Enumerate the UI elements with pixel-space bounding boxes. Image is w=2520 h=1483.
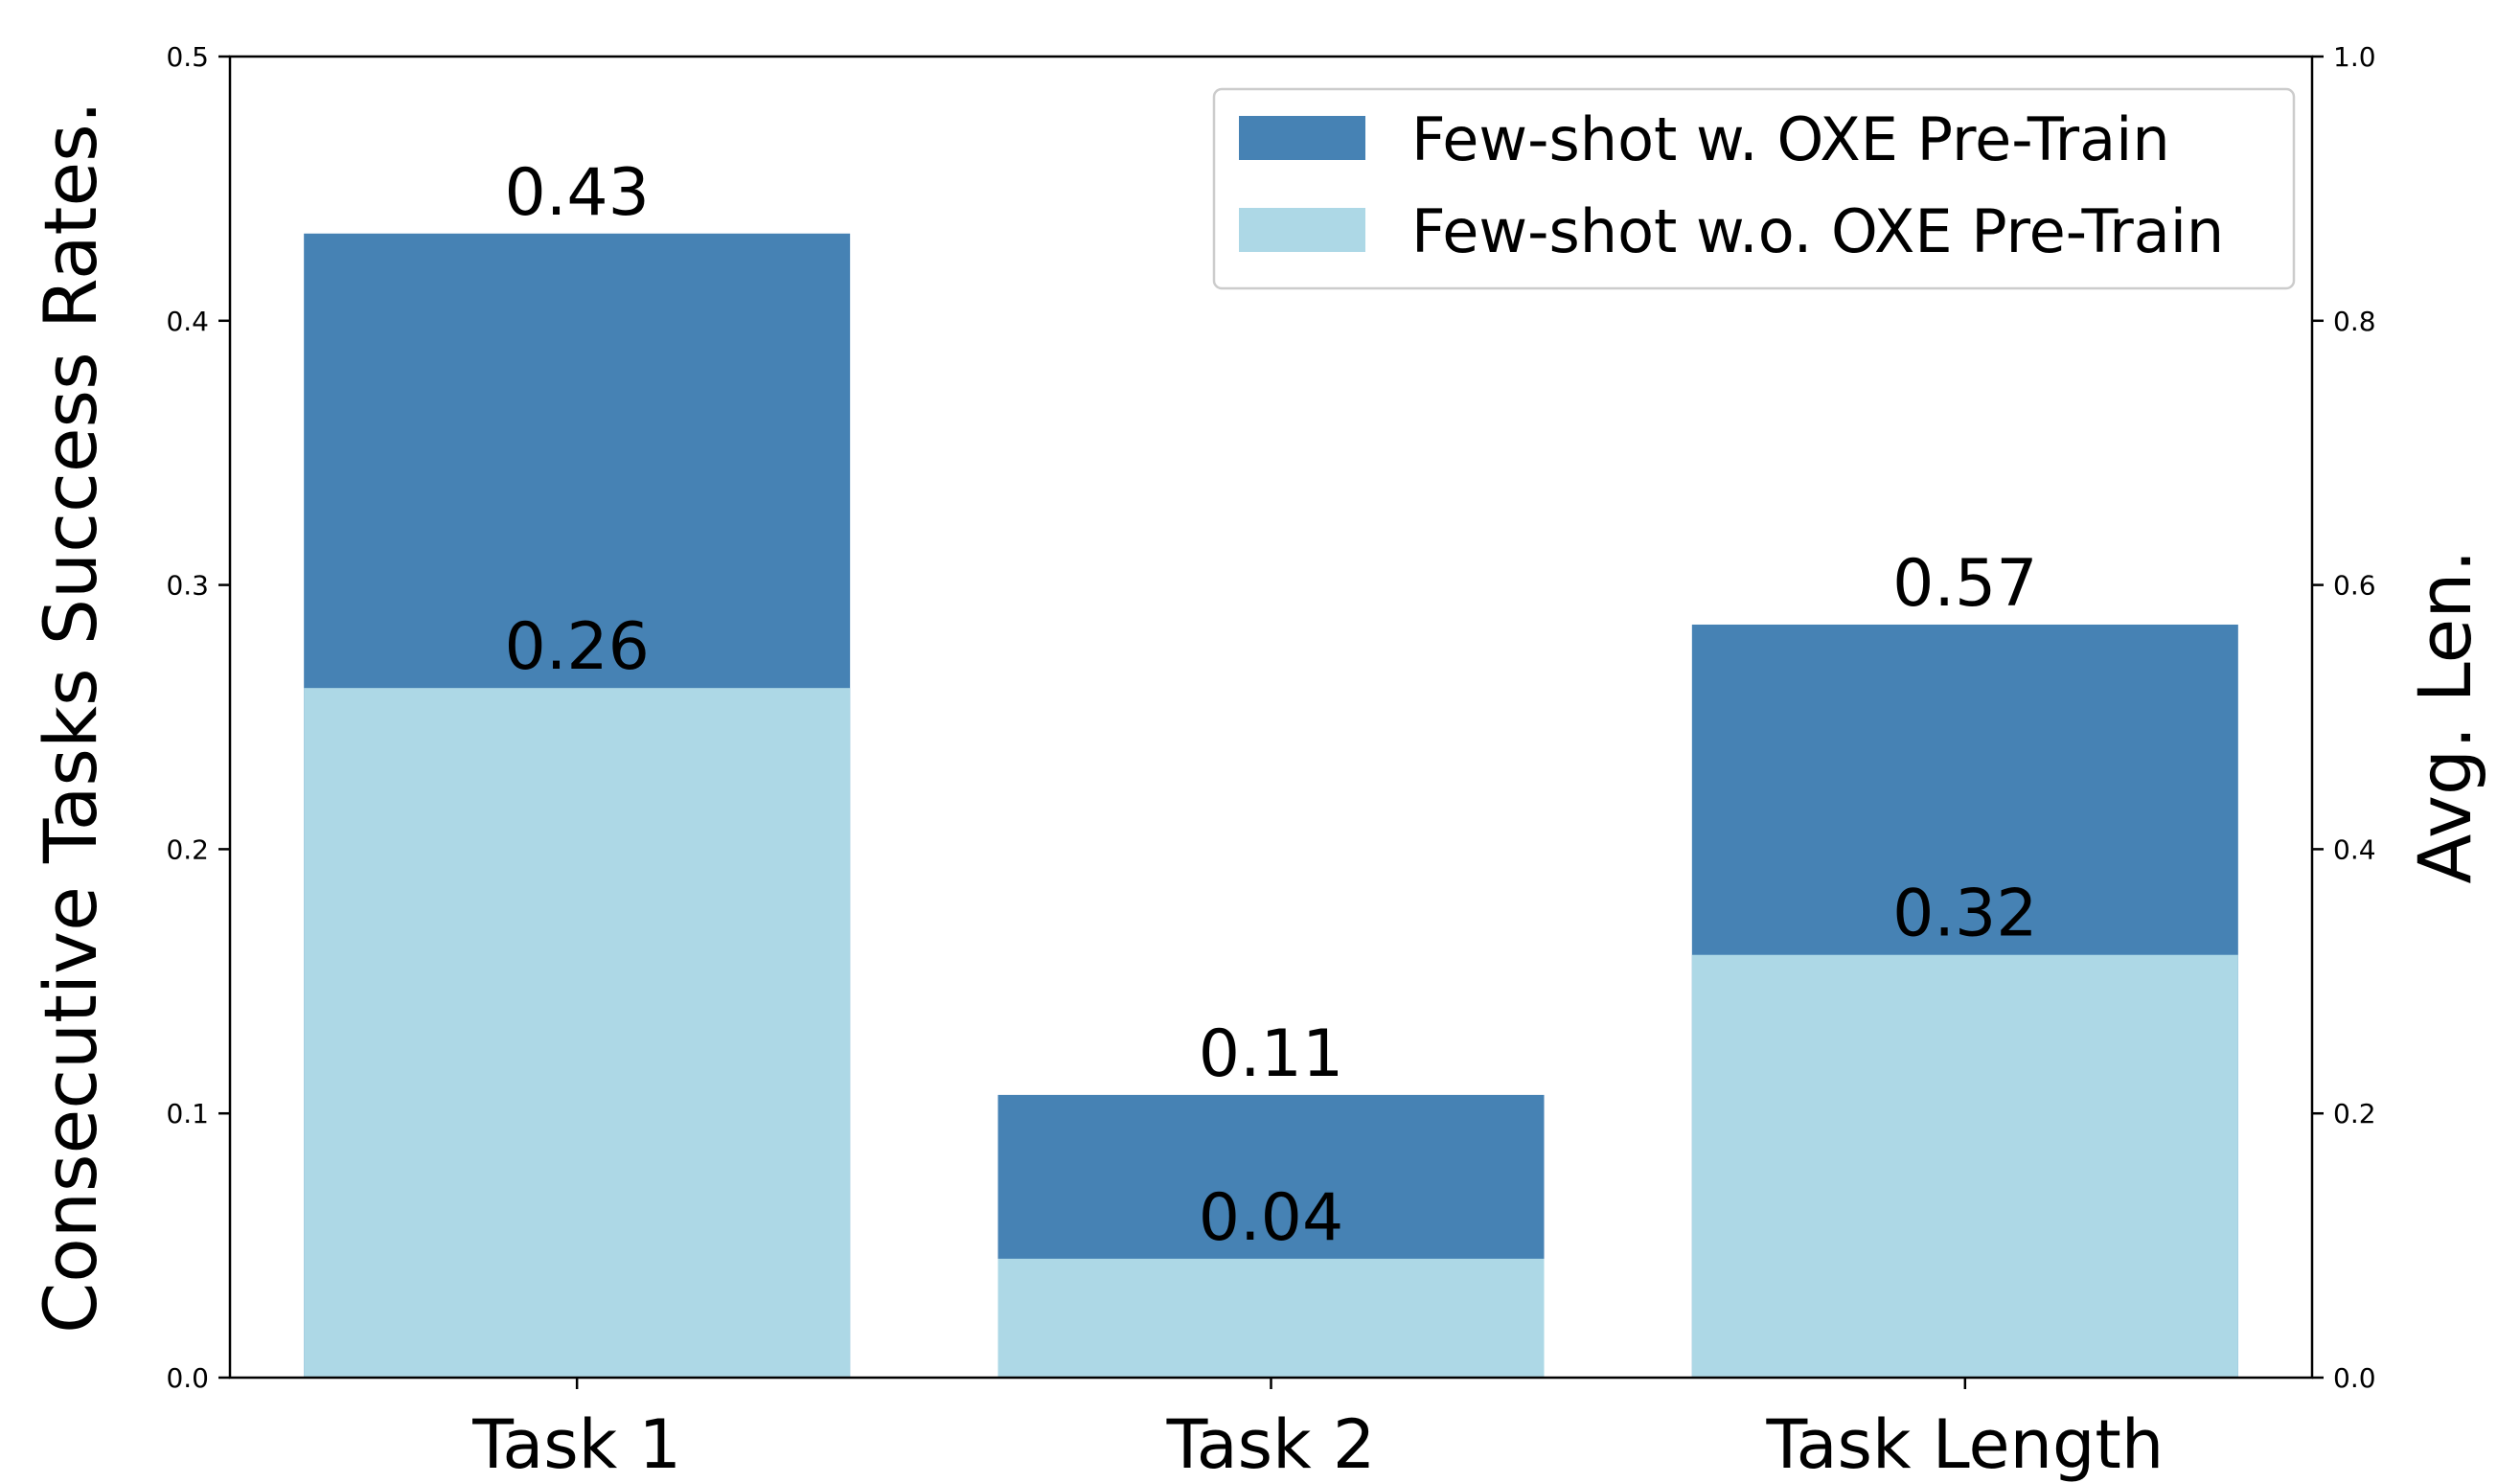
data-label-series-0-2: 0.57	[1892, 546, 2037, 622]
y-tick-label-left-1: 0.1	[166, 1098, 209, 1129]
y-tick-label-right-1: 0.2	[2333, 1098, 2376, 1129]
data-labels-layer: 0.43 0.11 0.57 0.26 0.04 0.32	[504, 155, 2037, 1256]
bar-series-1-2	[1691, 954, 2238, 1378]
legend: Few-shot w. OXE Pre-Train Few-shot w.o. …	[1212, 87, 2296, 290]
y-tick-label-right-3: 0.6	[2333, 570, 2376, 602]
x-tick-label-0: Task 1	[471, 1405, 681, 1483]
data-label-series-1-1: 0.04	[1199, 1180, 1343, 1256]
y-tick-label-right-0: 0.0	[2333, 1362, 2376, 1394]
y-tick-label-left-2: 0.2	[166, 833, 209, 865]
ticks-layer: 0.0 0.1 0.2 0.3 0.4 0.5 0.0 0.2 0.4 0.6 0.8 1.0 Task…	[166, 41, 2375, 1483]
bar-series-1-1	[997, 1258, 1545, 1378]
y-tick-label-left-4: 0.4	[166, 306, 209, 337]
x-tick-label-1: Task 2	[1166, 1405, 1376, 1483]
y-tick-label-right-5: 1.0	[2333, 41, 2376, 73]
y-tick-label-right-4: 0.8	[2333, 306, 2376, 337]
y-tick-label-left-3: 0.3	[166, 570, 209, 602]
data-label-series-0-1: 0.11	[1199, 1016, 1343, 1092]
legend-swatch-without-oxe	[1239, 208, 1365, 252]
legend-label-with-oxe: Few-shot w. OXE Pre-Train	[1411, 104, 2170, 174]
data-label-series-1-2: 0.32	[1892, 877, 2037, 952]
x-tick-label-2: Task Length	[1765, 1405, 2164, 1483]
data-label-series-0-0: 0.43	[504, 155, 649, 231]
y-axis-title-right: Avg. Len.	[2402, 549, 2487, 883]
data-label-series-1-0: 0.26	[504, 609, 649, 685]
bars-layer	[304, 233, 2238, 1378]
y-tick-label-right-2: 0.4	[2333, 833, 2376, 865]
bar-series-1-0	[304, 688, 851, 1378]
legend-label-without-oxe: Few-shot w.o. OXE Pre-Train	[1411, 196, 2224, 266]
legend-box	[1212, 87, 2296, 290]
y-tick-label-left-5: 0.5	[166, 41, 209, 73]
y-axis-title-left: Consecutive Tasks Success Rates.	[28, 101, 113, 1334]
legend-swatch-with-oxe	[1239, 116, 1365, 160]
y-tick-label-left-0: 0.0	[166, 1362, 209, 1394]
